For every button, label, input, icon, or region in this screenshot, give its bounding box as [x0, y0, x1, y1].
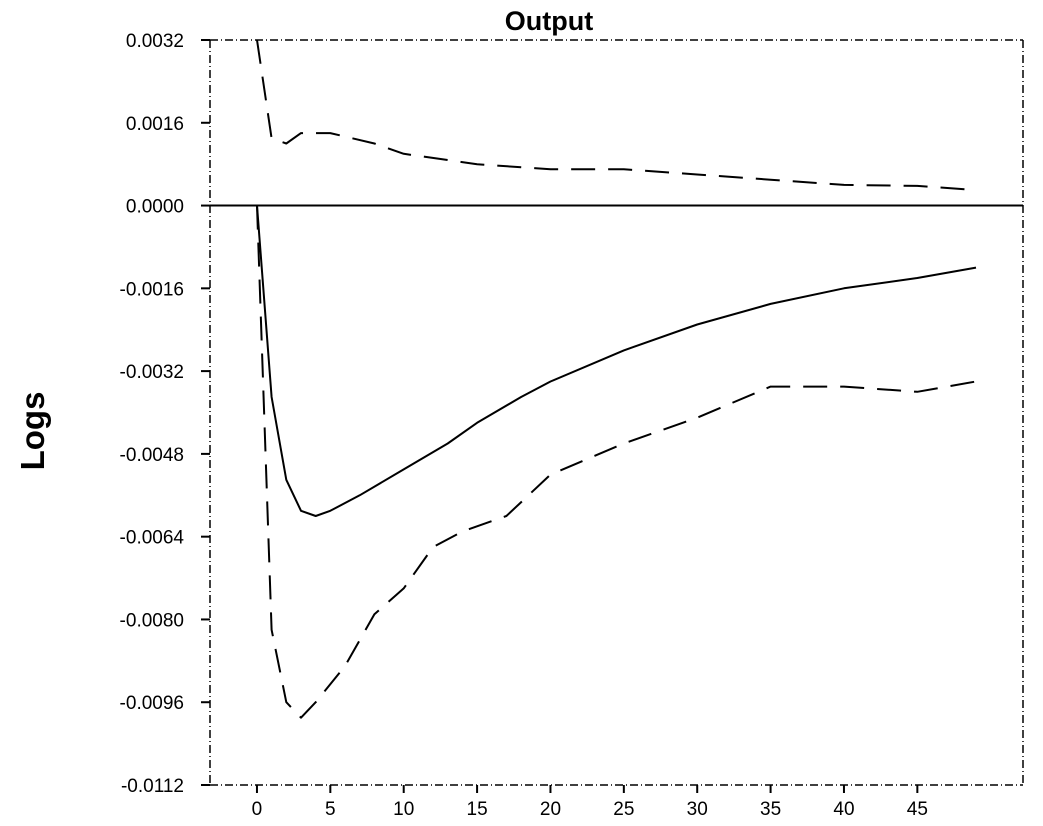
x-tick-label: 20: [540, 799, 561, 820]
x-tick-label: 0: [252, 799, 263, 820]
lower-band-line: [256, 205, 977, 719]
chart-title: Output: [505, 6, 593, 36]
x-tick-label: 40: [833, 799, 854, 820]
y-tick-label: -0.0064: [120, 528, 185, 549]
x-tick-label: 30: [687, 799, 708, 820]
y-tick-label: -0.0016: [120, 279, 184, 300]
x-tick-label: 15: [467, 799, 488, 820]
y-tick-label: 0.0016: [126, 114, 184, 135]
y-tick-label: -0.0048: [120, 445, 184, 466]
x-tick-label: 45: [907, 799, 928, 820]
axis-ticks: 0.0032 0.0016 0.0000 -0.0016 -0.0032 -0.0048 -…: [120, 31, 928, 820]
y-axis-label: Logs: [14, 392, 51, 471]
response-line: [256, 205, 977, 517]
upper-band-line: [256, 39, 977, 191]
plot-frame: [209, 39, 1024, 786]
y-tick-label: 0.0000: [126, 197, 184, 218]
y-tick-label: 0.0032: [126, 31, 184, 52]
y-tick-label: -0.0032: [120, 362, 184, 383]
series-lines: [256, 39, 977, 719]
y-tick-label: -0.0112: [121, 776, 184, 797]
y-tick-label: -0.0080: [120, 610, 184, 631]
x-tick-label: 35: [760, 799, 781, 820]
x-tick-label: 5: [325, 799, 336, 820]
x-tick-label: 10: [393, 799, 414, 820]
y-tick-label: -0.0096: [120, 693, 184, 714]
x-tick-label: 25: [613, 799, 634, 820]
